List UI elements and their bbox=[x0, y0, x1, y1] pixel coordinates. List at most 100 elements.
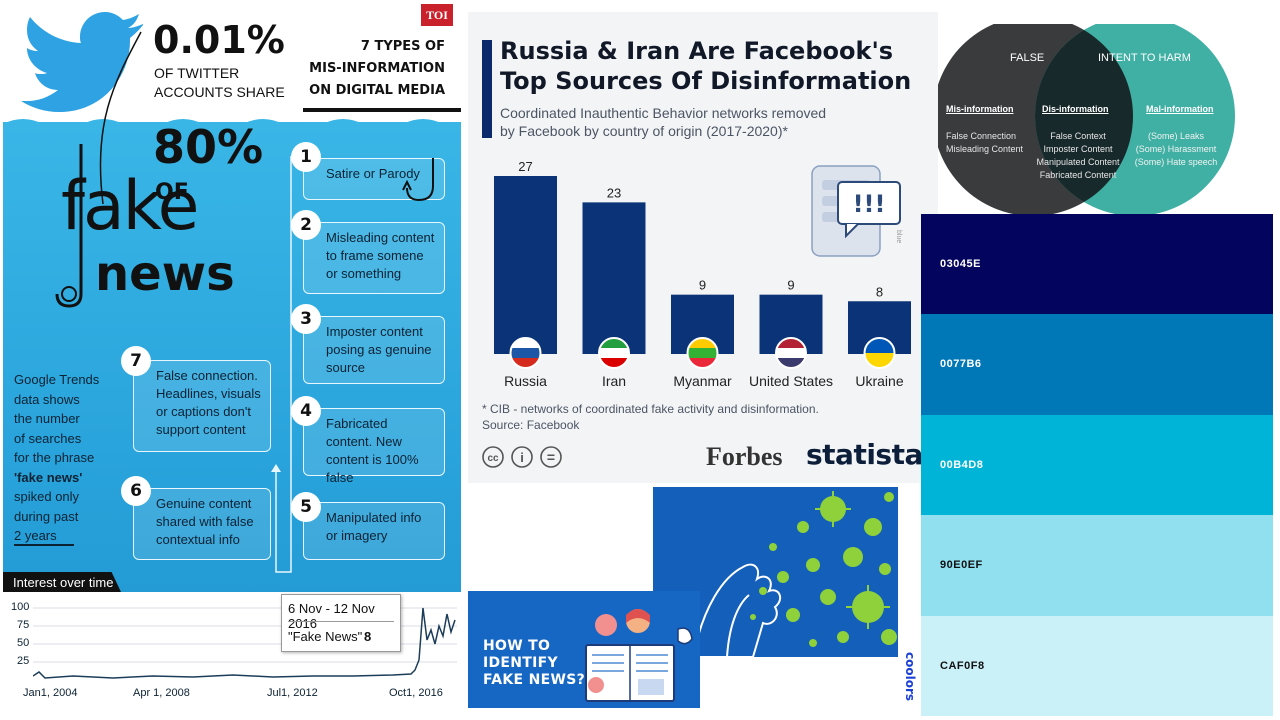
chart-footnote: * CIB - networks of coordinated fake act… bbox=[482, 402, 819, 416]
phone-alert-icon: !!! bbox=[811, 165, 901, 257]
swatch-5[interactable]: CAF0F8 bbox=[921, 615, 1273, 716]
flag-icon bbox=[598, 337, 630, 369]
step-4-number: 4 bbox=[291, 396, 321, 426]
venn-mid-item: Fabricated Content bbox=[1039, 170, 1117, 180]
step-5-text: Manipulated info or imagery bbox=[326, 510, 422, 543]
swatch-2-hex: 0077B6 bbox=[940, 358, 982, 371]
twitter-bird-icon bbox=[21, 12, 143, 112]
trend-y-100: 100 bbox=[11, 601, 30, 613]
banner-text: HOW TO IDENTIFY FAKE NEWS? bbox=[483, 638, 585, 689]
trend-y-50: 50 bbox=[17, 637, 30, 649]
headline-fake: fake bbox=[61, 167, 199, 246]
virus-scene bbox=[691, 491, 897, 657]
venn-mid-item: Manipulated Content bbox=[1036, 157, 1120, 167]
step-7-number: 7 bbox=[121, 346, 151, 376]
stat-mid-caption: OF bbox=[155, 180, 189, 205]
trends-line-3: the number bbox=[14, 411, 80, 426]
category-label: Russia bbox=[504, 373, 547, 389]
flag-icon bbox=[509, 337, 542, 369]
wave-edge bbox=[3, 119, 461, 132]
toi-logo: TOI bbox=[421, 4, 453, 26]
trends-line-9: 2 years bbox=[14, 528, 57, 543]
step-4-box: Fabricated content. New content is 100% … bbox=[303, 408, 445, 485]
trends-line-1: Google Trends bbox=[14, 372, 100, 387]
venn-circles bbox=[938, 24, 1235, 214]
swatch-5-hex: CAF0F8 bbox=[940, 659, 985, 672]
statista-logo: statista bbox=[806, 438, 923, 471]
trends-text: Google Trends data shows the number of s… bbox=[14, 370, 99, 546]
banner-line-2: IDENTIFY bbox=[483, 655, 558, 671]
phone-alert-marks: !!! bbox=[853, 190, 886, 218]
swatch-4[interactable]: 90E0EF bbox=[921, 515, 1273, 616]
title-accent-bar bbox=[482, 40, 492, 138]
toi-infographic: TOI 0.01% OF TWITTER ACCOUNTS SHARE 80% … bbox=[3, 4, 461, 707]
step-6-text: Genuine content shared with false contex… bbox=[156, 496, 254, 547]
venn-right-item: (Some) Leaks bbox=[1147, 131, 1205, 141]
flag-icon bbox=[775, 337, 807, 369]
step-connectors bbox=[271, 156, 292, 573]
step-1-text: Satire or Parody bbox=[326, 166, 420, 181]
stat-mid: 80% bbox=[153, 120, 264, 174]
interest-label: Interest over time bbox=[13, 575, 114, 590]
step-7-text: False connection. Headlines, visuals or … bbox=[156, 368, 261, 437]
banner-line-3: FAKE NEWS? bbox=[483, 672, 586, 688]
chart-subtitle-line-1: Coordinated Inauthentic Behavior network… bbox=[500, 105, 827, 121]
headline-news: news bbox=[95, 246, 235, 302]
venn-right-item: (Some) Hate speech bbox=[1134, 157, 1218, 167]
chart-title: Russia & Iran Are Facebook's Top Sources… bbox=[500, 36, 930, 96]
swatch-2[interactable]: 0077B6 bbox=[921, 314, 1273, 415]
step-1-number: 1 bbox=[291, 142, 321, 172]
how-to-identify-banner: HOW TO IDENTIFY FAKE NEWS? bbox=[468, 591, 700, 708]
types-underline bbox=[303, 108, 461, 112]
trend-y-25: 25 bbox=[17, 655, 30, 667]
types-title-line-3: ON DIGITAL MEDIA bbox=[309, 83, 445, 98]
bar-value-label: 8 bbox=[876, 284, 883, 299]
stat-top-caption-2: ACCOUNTS SHARE bbox=[154, 84, 285, 100]
category-label: United States bbox=[749, 373, 833, 389]
cc-license-icons: cc i = bbox=[482, 446, 562, 468]
venn-diagram: FALSE INTENT TO HARM Mis-information Fal… bbox=[938, 24, 1238, 214]
trends-line-2: data shows bbox=[14, 391, 80, 407]
types-title: 7 TYPES OF MIS-INFORMATION ON DIGITAL ME… bbox=[303, 36, 445, 102]
types-title-line-2: MIS-INFORMATION bbox=[309, 61, 445, 76]
chart-title-line-2: Top Sources Of Disinformation bbox=[500, 67, 912, 95]
trends-line-8: during past bbox=[14, 508, 79, 524]
venn-right-items: (Some) Leaks (Some) Harassment (Some) Ha… bbox=[1134, 130, 1218, 169]
bar-value-label: 23 bbox=[607, 185, 621, 200]
swatch-3[interactable]: 00B4D8 bbox=[921, 414, 1273, 516]
chart-notes: * CIB - networks of coordinated fake act… bbox=[482, 401, 819, 433]
step-2-box: Misleading content to frame somene or so… bbox=[303, 222, 445, 294]
tooltip-date: 6 Nov - 12 Nov 2016 bbox=[288, 601, 375, 631]
trend-x-2: Apr 1, 2008 bbox=[133, 687, 190, 699]
interest-label-bg bbox=[3, 572, 121, 592]
forbes-logo: Forbes bbox=[706, 442, 783, 471]
step-3-text: Imposter content posing as genuine sourc… bbox=[326, 324, 432, 375]
step-6-box: Genuine content shared with false contex… bbox=[133, 488, 271, 560]
venn-left-item: False Connection bbox=[946, 131, 1017, 141]
trends-underline bbox=[14, 544, 74, 546]
step-6-number: 6 bbox=[121, 476, 151, 506]
step-3-number: 3 bbox=[291, 304, 321, 334]
coolors-logo: coolors bbox=[901, 652, 917, 708]
color-palette: 03045E 0077B6 00B4D8 90E0EF CAF0F8 bbox=[921, 214, 1273, 716]
statista-chart-card: Russia & Iran Are Facebook's Top Sources… bbox=[468, 12, 938, 483]
swatch-1[interactable]: 03045E bbox=[921, 214, 1273, 315]
chart-subtitle: Coordinated Inauthentic Behavior network… bbox=[500, 104, 920, 140]
bar-value-label: 9 bbox=[787, 278, 794, 293]
bar-russia bbox=[494, 176, 557, 354]
trend-tooltip: 6 Nov - 12 Nov 2016 "Fake News" 8 bbox=[281, 594, 401, 652]
trends-line-5: for the phrase bbox=[14, 450, 95, 465]
flag-icon bbox=[686, 337, 719, 369]
step-4-text: Fabricated content. New content is 100% … bbox=[326, 416, 419, 485]
venn-mid-heading: Dis-information bbox=[1042, 104, 1109, 114]
venn-mid-item: Imposter Content bbox=[1043, 144, 1113, 154]
chart-subtitle-line-2: by Facebook by country of origin (2017-2… bbox=[500, 123, 788, 139]
bar-value-label: 27 bbox=[518, 159, 532, 174]
banner-line-1: HOW TO bbox=[483, 638, 551, 654]
virus-particles bbox=[750, 492, 897, 647]
venn-left-title: FALSE bbox=[1010, 52, 1045, 64]
bar-chart-plot: 27 Russia 23 Iran 9 Myanmar 9 United States 8 Ukr… bbox=[494, 159, 911, 389]
newspaper-readers-illustration bbox=[585, 609, 693, 702]
types-title-line-1: 7 TYPES OF bbox=[360, 39, 445, 54]
bar-iran bbox=[582, 202, 646, 354]
